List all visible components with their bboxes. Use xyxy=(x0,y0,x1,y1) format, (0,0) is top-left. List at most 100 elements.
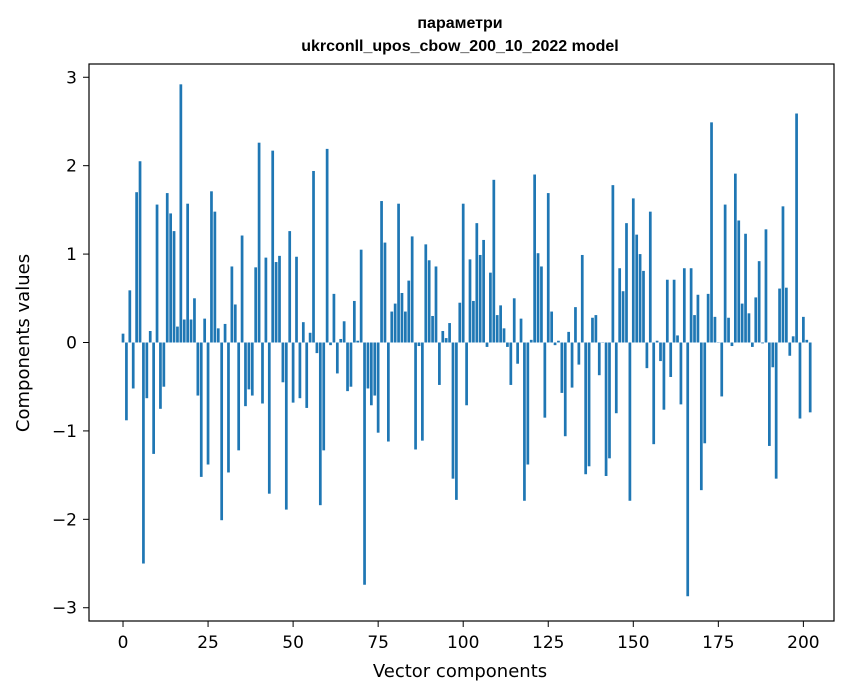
bar-64 xyxy=(339,338,343,343)
bar-93 xyxy=(438,342,441,385)
bar-153 xyxy=(642,270,645,343)
bar-137 xyxy=(587,342,591,467)
x-tick-label: 125 xyxy=(532,633,564,653)
bar-184 xyxy=(747,313,751,343)
bar-series xyxy=(121,84,812,597)
bar-106 xyxy=(482,239,485,343)
bar-65 xyxy=(342,321,346,343)
bar-178 xyxy=(727,317,730,343)
bar-128 xyxy=(557,340,560,343)
bar-195 xyxy=(785,287,788,343)
bar-109 xyxy=(492,179,496,343)
bar-36 xyxy=(244,342,247,407)
chart-subtitle: ukrconll_upos_cbow_200_10_2022 model xyxy=(301,38,618,55)
bar-145 xyxy=(614,342,618,414)
bar-192 xyxy=(774,342,778,479)
x-axis-ticks: 0 25 50 75 100 125 150 175 200 xyxy=(118,621,820,653)
plot-frame xyxy=(88,63,835,622)
bar-82 xyxy=(400,292,404,343)
bar-148 xyxy=(625,223,628,343)
bar-105 xyxy=(478,254,482,343)
x-axis-label: Vector components xyxy=(373,661,547,682)
bar-115 xyxy=(512,298,516,343)
bar-60 xyxy=(325,148,329,343)
bar-24 xyxy=(203,318,207,343)
bar-138 xyxy=(591,317,594,343)
x-tick-label: 50 xyxy=(282,633,304,653)
bar-190 xyxy=(768,342,771,446)
y-tick-label: 2 xyxy=(66,157,77,177)
bar-159 xyxy=(662,342,666,410)
bar-197 xyxy=(791,336,795,343)
bar-166 xyxy=(686,342,690,597)
bar-131 xyxy=(567,331,571,343)
bar-70 xyxy=(359,249,363,343)
bar-4 xyxy=(135,192,138,343)
y-axis-label: Components values xyxy=(13,254,34,432)
bar-140 xyxy=(597,342,601,376)
bar-146 xyxy=(618,268,622,343)
bar-59 xyxy=(322,342,326,451)
bar-95 xyxy=(444,338,448,343)
bar-54 xyxy=(305,342,309,408)
x-tick-label: 100 xyxy=(447,633,479,653)
bar-172 xyxy=(706,293,710,343)
bar-84 xyxy=(407,280,411,343)
bar-168 xyxy=(693,315,696,343)
bar-164 xyxy=(679,342,683,405)
bar-91 xyxy=(431,315,434,343)
bar-30 xyxy=(223,323,227,343)
bar-117 xyxy=(519,318,523,343)
bar-129 xyxy=(560,342,564,393)
bar-201 xyxy=(805,339,809,343)
bar-121 xyxy=(533,174,536,343)
bar-41 xyxy=(261,342,264,404)
y-tick-label: −2 xyxy=(52,510,77,530)
bar-99 xyxy=(458,302,462,343)
bar-45 xyxy=(274,262,278,343)
bar-94 xyxy=(441,331,445,343)
bar-27 xyxy=(213,211,217,343)
bar-123 xyxy=(540,266,543,343)
bar-48 xyxy=(284,342,288,510)
bar-127 xyxy=(553,342,557,346)
bar-170 xyxy=(699,342,703,491)
bar-194 xyxy=(781,206,785,343)
bar-176 xyxy=(720,342,724,397)
x-tick-label: 75 xyxy=(367,633,389,653)
bar-161 xyxy=(669,342,673,377)
bar-40 xyxy=(257,142,261,343)
bar-186 xyxy=(754,297,758,343)
bar-169 xyxy=(696,294,700,343)
y-tick-label: −3 xyxy=(52,599,77,619)
bar-142 xyxy=(604,342,608,476)
bar-167 xyxy=(689,268,693,343)
bar-114 xyxy=(509,342,513,385)
bar-171 xyxy=(703,342,707,444)
bar-133 xyxy=(574,307,577,343)
bar-61 xyxy=(329,342,332,346)
bar-51 xyxy=(295,256,298,343)
bar-122 xyxy=(536,253,540,343)
bar-112 xyxy=(502,328,506,343)
bar-76 xyxy=(380,201,383,343)
y-tick-label: −1 xyxy=(52,422,77,442)
bar-103 xyxy=(472,300,475,343)
bar-150 xyxy=(631,198,635,343)
bar-58 xyxy=(318,342,322,506)
bar-73 xyxy=(369,342,373,406)
bar-49 xyxy=(288,231,292,343)
bar-10 xyxy=(155,204,159,343)
bar-32 xyxy=(230,266,234,343)
bar-79 xyxy=(390,311,394,343)
bar-20 xyxy=(189,319,193,343)
bar-69 xyxy=(356,340,360,343)
bar-191 xyxy=(771,342,775,368)
bar-17 xyxy=(179,84,183,343)
bar-154 xyxy=(645,342,649,369)
bar-26 xyxy=(210,191,213,343)
bar-47 xyxy=(281,342,285,383)
bar-16 xyxy=(176,326,179,343)
bar-163 xyxy=(676,335,679,343)
